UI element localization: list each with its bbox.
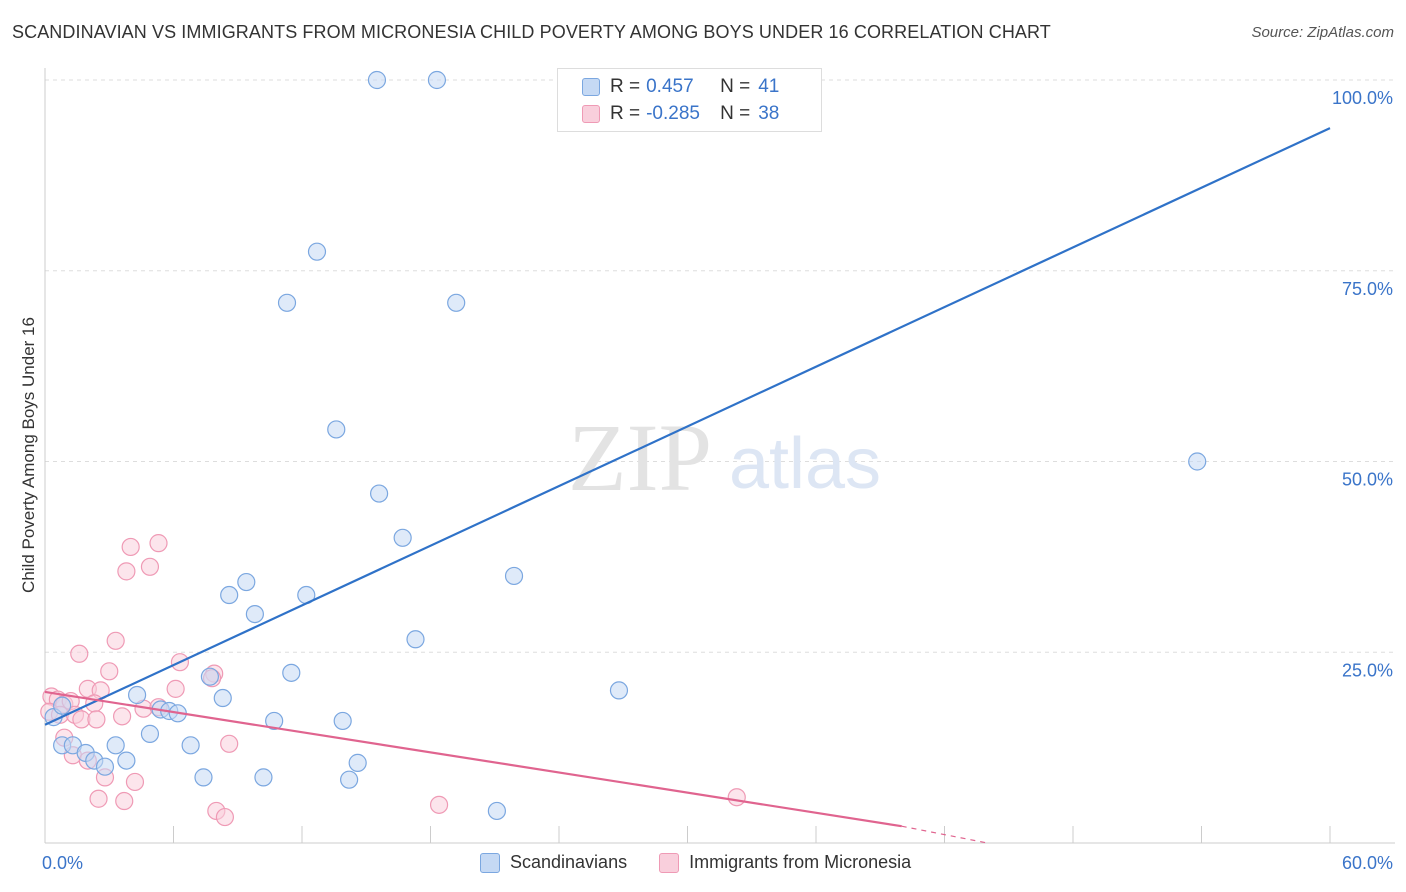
y-axis-label: Child Poverty Among Boys Under 16 bbox=[19, 317, 38, 593]
scandinavians-point bbox=[220, 585, 239, 605]
micronesia-point bbox=[429, 795, 449, 814]
scandinavians-point bbox=[333, 711, 352, 731]
scandinavians-point bbox=[393, 528, 412, 547]
legend-n-label: N = bbox=[720, 103, 751, 124]
scandinavians-point bbox=[277, 293, 297, 312]
legend-r-value: -0.285 bbox=[646, 103, 700, 124]
chart-title: SCANDINAVIAN VS IMMIGRANTS FROM MICRONES… bbox=[12, 22, 1051, 42]
grid-layer bbox=[45, 79, 1395, 653]
micronesia-point bbox=[87, 710, 106, 729]
scandinavians-point bbox=[327, 420, 346, 439]
scandinavians-point bbox=[487, 801, 506, 821]
y-tick-label: 100.0% bbox=[1332, 88, 1393, 108]
scandinavians-point bbox=[406, 630, 425, 649]
scandinavians-point bbox=[53, 696, 72, 715]
scandinavians-point bbox=[1188, 452, 1207, 471]
watermark: ZIP atlas bbox=[568, 404, 881, 511]
scandinavians-point bbox=[127, 685, 147, 705]
micronesia-point bbox=[215, 807, 234, 827]
micronesia-point bbox=[85, 694, 104, 713]
watermark-atlas: atlas bbox=[729, 424, 881, 504]
legend-label-micronesia: Immigrants from Micronesia bbox=[689, 852, 912, 872]
legend-item-scandinavians[interactable]: Scandinavians bbox=[480, 852, 627, 873]
scandinavians-trend-line bbox=[44, 127, 1331, 726]
scandinavians-point bbox=[504, 566, 524, 586]
scandinavians-point bbox=[265, 711, 284, 731]
micronesia-point bbox=[149, 534, 168, 553]
scandinavians-point bbox=[427, 70, 447, 90]
legend-r-label: R = bbox=[610, 76, 641, 97]
legend-r-value: 0.457 bbox=[646, 76, 694, 97]
micronesia-point bbox=[89, 789, 108, 808]
micronesia-point bbox=[70, 644, 89, 663]
series-scandinavians-points bbox=[44, 70, 1207, 821]
scandinavians-point bbox=[181, 736, 200, 755]
micronesia-point bbox=[727, 788, 746, 807]
micronesia-point bbox=[115, 791, 134, 811]
micronesia-trend-line bbox=[44, 690, 902, 828]
scandinavians-point bbox=[194, 768, 213, 787]
micronesia-point bbox=[121, 537, 140, 557]
legend-r-label: R = bbox=[610, 103, 641, 124]
tick-label-layer: 25.0% 50.0% 75.0% 100.0% 0.0% 60.0% bbox=[42, 88, 1393, 873]
legend-swatch-pink bbox=[659, 852, 680, 873]
legend-swatch-blue bbox=[480, 852, 500, 873]
scandinavians-point bbox=[237, 572, 256, 592]
micronesia-point bbox=[106, 631, 125, 650]
series-legend: Scandinavians Immigrants from Micronesia bbox=[480, 852, 943, 873]
scandinavians-point bbox=[370, 484, 389, 503]
scandinavians-point bbox=[447, 293, 466, 312]
scandinavians-point bbox=[348, 753, 367, 772]
micronesia-point bbox=[220, 734, 239, 753]
x-tick-label-min: 0.0% bbox=[42, 853, 83, 873]
legend-swatch-pink bbox=[582, 105, 600, 123]
watermark-zip: ZIP bbox=[568, 404, 712, 511]
scandinavians-point bbox=[140, 724, 160, 743]
micronesia-trend-extension bbox=[901, 825, 988, 844]
scandinavians-point bbox=[254, 768, 273, 787]
scandinavians-point bbox=[245, 604, 264, 624]
micronesia-point bbox=[125, 772, 145, 792]
scandinavians-point bbox=[609, 681, 629, 700]
correlation-legend: R = 0.457 N = 41 R = -0.285 N = 38 bbox=[557, 68, 822, 132]
y-tick-label: 25.0% bbox=[1342, 660, 1393, 680]
scandinavians-point bbox=[307, 242, 327, 261]
scandinavians-point bbox=[282, 663, 301, 682]
legend-row-scandinavians: R = 0.457 N = 41 bbox=[582, 74, 779, 100]
trend-layer bbox=[44, 127, 1331, 844]
x-tick-label-max: 60.0% bbox=[1342, 853, 1393, 873]
legend-n-label: N = bbox=[720, 76, 751, 97]
legend-n-value: 38 bbox=[758, 103, 780, 124]
micronesia-point bbox=[112, 707, 132, 726]
y-tick-label: 75.0% bbox=[1342, 279, 1393, 299]
series-micronesia-points bbox=[40, 534, 746, 827]
scandinavians-point bbox=[367, 70, 387, 90]
y-tick-label: 50.0% bbox=[1342, 470, 1393, 490]
scandinavians-point bbox=[200, 667, 220, 686]
legend-row-micronesia: R = -0.285 N = 38 bbox=[582, 101, 779, 127]
scandinavians-point bbox=[106, 736, 125, 755]
scandinavians-point bbox=[95, 757, 115, 776]
legend-n-value: 41 bbox=[758, 76, 780, 97]
micronesia-point bbox=[117, 562, 136, 581]
micronesia-point bbox=[166, 679, 185, 698]
micronesia-point bbox=[100, 662, 119, 681]
legend-swatch-blue bbox=[582, 78, 600, 96]
scandinavians-point bbox=[117, 751, 136, 770]
source-label: Source: ZipAtlas.com bbox=[1251, 24, 1394, 41]
legend-label-scandinavians: Scandinavians bbox=[510, 852, 628, 872]
micronesia-point bbox=[140, 557, 160, 576]
legend-item-micronesia[interactable]: Immigrants from Micronesia bbox=[659, 852, 911, 873]
scandinavians-point bbox=[213, 688, 232, 708]
scandinavians-point bbox=[340, 770, 359, 789]
